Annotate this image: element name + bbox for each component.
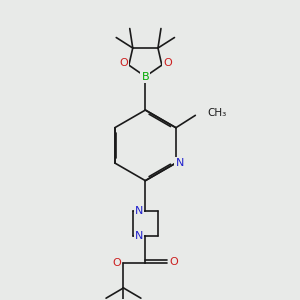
Text: B: B [142,71,149,82]
Text: N: N [135,206,143,216]
Text: CH₃: CH₃ [207,108,227,118]
Text: O: O [163,58,172,68]
Text: O: O [169,256,178,267]
Text: N: N [135,231,143,241]
Text: N: N [176,158,184,168]
Text: O: O [112,257,121,268]
Text: O: O [119,58,128,68]
